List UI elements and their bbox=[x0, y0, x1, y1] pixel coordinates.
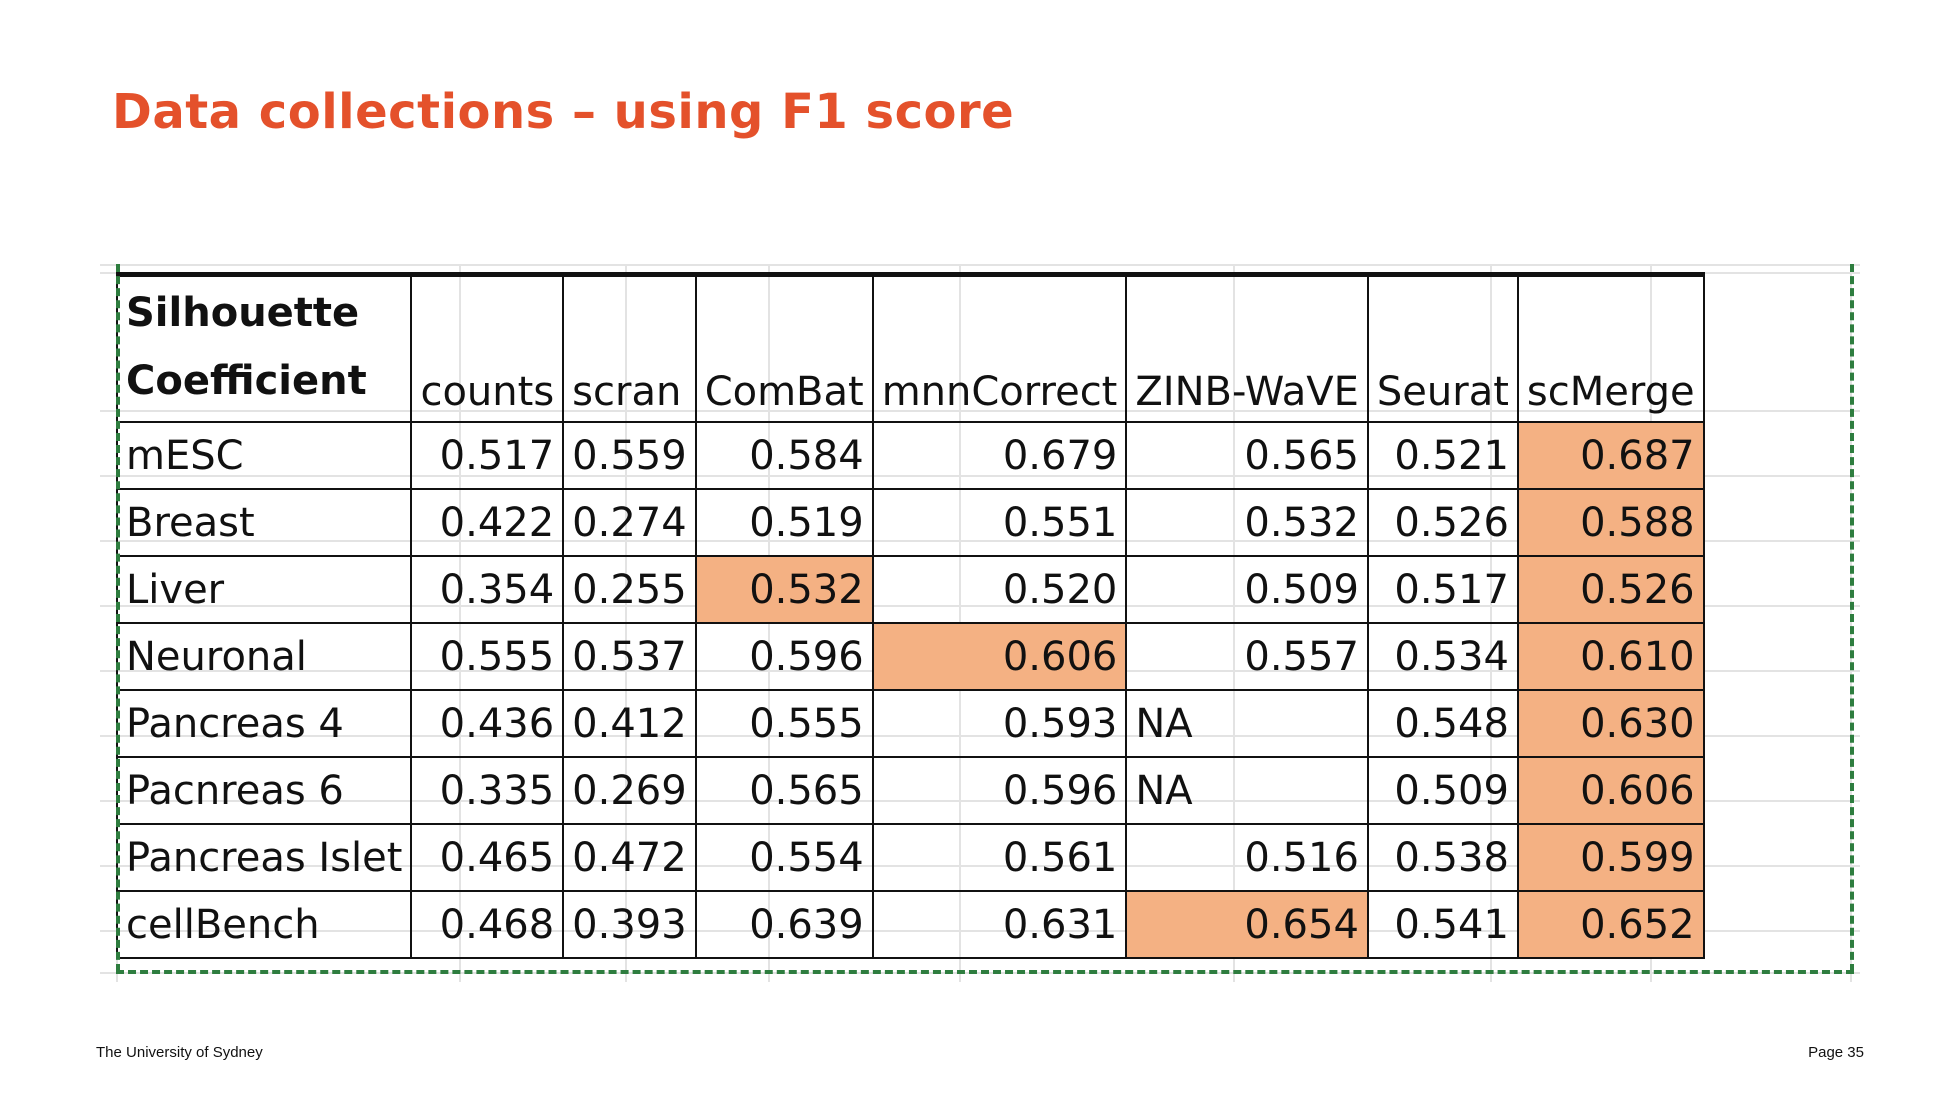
silhouette-table: Silhouette Coefficient counts scran ComBat mn… bbox=[115, 272, 1705, 959]
value-cell: NA bbox=[1125, 689, 1369, 758]
value-cell: 0.551 bbox=[871, 488, 1128, 557]
selection-border-left bbox=[116, 264, 120, 972]
column-header-scran: scran bbox=[562, 272, 697, 423]
value-cell: 0.534 bbox=[1366, 622, 1519, 691]
value-cell: 0.537 bbox=[562, 622, 697, 691]
dataset-name-cell: Liver bbox=[115, 555, 413, 624]
value-cell: 0.584 bbox=[694, 421, 874, 490]
value-cell: 0.610 bbox=[1516, 622, 1705, 691]
header-row: Silhouette Coefficient counts scran ComBat mn… bbox=[115, 272, 1705, 423]
table-row: mESC 0.517 0.559 0.584 0.679 0.565 0.521 0.687 bbox=[115, 421, 1705, 490]
value-cell: 0.335 bbox=[410, 756, 565, 825]
metric-header-line1: Silhouette bbox=[126, 290, 360, 336]
value-cell: 0.255 bbox=[562, 555, 697, 624]
value-cell: 0.631 bbox=[871, 890, 1128, 959]
value-cell: 0.509 bbox=[1366, 756, 1519, 825]
table-row: cellBench 0.468 0.393 0.639 0.631 0.654 0.541 0… bbox=[115, 890, 1705, 959]
value-cell: 0.517 bbox=[410, 421, 565, 490]
value-cell: 0.687 bbox=[1516, 421, 1705, 490]
value-cell: 0.274 bbox=[562, 488, 697, 557]
value-cell: 0.599 bbox=[1516, 823, 1705, 892]
footer-institution: The University of Sydney bbox=[96, 1044, 263, 1061]
value-cell: 0.606 bbox=[871, 622, 1128, 691]
footer-page-number: Page 35 bbox=[1808, 1044, 1864, 1061]
value-cell: 0.541 bbox=[1366, 890, 1519, 959]
value-cell: 0.588 bbox=[1516, 488, 1705, 557]
dataset-name-cell: mESC bbox=[115, 421, 413, 490]
table-row: Liver 0.354 0.255 0.532 0.520 0.509 0.517 0.526 bbox=[115, 555, 1705, 624]
table-row: Breast 0.422 0.274 0.519 0.551 0.532 0.526 0.58… bbox=[115, 488, 1705, 557]
value-cell: 0.532 bbox=[694, 555, 874, 624]
value-cell: 0.465 bbox=[410, 823, 565, 892]
column-header-combat: ComBat bbox=[694, 272, 874, 423]
value-cell: 0.393 bbox=[562, 890, 697, 959]
value-cell: NA bbox=[1125, 756, 1369, 825]
dataset-name-cell: Pancreas Islet bbox=[115, 823, 413, 892]
value-cell: 0.679 bbox=[871, 421, 1128, 490]
column-header-counts: counts bbox=[410, 272, 565, 423]
value-cell: 0.561 bbox=[871, 823, 1128, 892]
column-header-mnncorrect: mnnCorrect bbox=[871, 272, 1128, 423]
value-cell: 0.468 bbox=[410, 890, 565, 959]
value-cell: 0.412 bbox=[562, 689, 697, 758]
dataset-name-cell: Breast bbox=[115, 488, 413, 557]
value-cell: 0.269 bbox=[562, 756, 697, 825]
selection-border-bottom bbox=[116, 970, 1854, 974]
value-cell: 0.606 bbox=[1516, 756, 1705, 825]
value-cell: 0.555 bbox=[410, 622, 565, 691]
value-cell: 0.526 bbox=[1516, 555, 1705, 624]
selection-border-right bbox=[1850, 264, 1854, 972]
value-cell: 0.520 bbox=[871, 555, 1128, 624]
value-cell: 0.593 bbox=[871, 689, 1128, 758]
value-cell: 0.565 bbox=[1125, 421, 1369, 490]
table-row: Pacnreas 6 0.335 0.269 0.565 0.596 NA 0.509 0.6… bbox=[115, 756, 1705, 825]
value-cell: 0.532 bbox=[1125, 488, 1369, 557]
dataset-name-cell: Pancreas 4 bbox=[115, 689, 413, 758]
value-cell: 0.565 bbox=[694, 756, 874, 825]
table-row: Pancreas 4 0.436 0.412 0.555 0.593 NA 0.548 0.6… bbox=[115, 689, 1705, 758]
slide-title: Data collections – using F1 score bbox=[112, 84, 1015, 140]
value-cell: 0.422 bbox=[410, 488, 565, 557]
column-header-scmerge: scMerge bbox=[1516, 272, 1705, 423]
value-cell: 0.652 bbox=[1516, 890, 1705, 959]
value-cell: 0.519 bbox=[694, 488, 874, 557]
table-row: Neuronal 0.555 0.537 0.596 0.606 0.557 0.534 0.… bbox=[115, 622, 1705, 691]
value-cell: 0.538 bbox=[1366, 823, 1519, 892]
value-cell: 0.596 bbox=[871, 756, 1128, 825]
value-cell: 0.516 bbox=[1125, 823, 1369, 892]
value-cell: 0.596 bbox=[694, 622, 874, 691]
dataset-name-cell: Pacnreas 6 bbox=[115, 756, 413, 825]
value-cell: 0.521 bbox=[1366, 421, 1519, 490]
value-cell: 0.436 bbox=[410, 689, 565, 758]
value-cell: 0.526 bbox=[1366, 488, 1519, 557]
metric-header-line2: Coefficient bbox=[126, 358, 367, 404]
value-cell: 0.554 bbox=[694, 823, 874, 892]
value-cell: 0.559 bbox=[562, 421, 697, 490]
dataset-name-cell: cellBench bbox=[115, 890, 413, 959]
value-cell: 0.557 bbox=[1125, 622, 1369, 691]
table-row: Pancreas Islet 0.465 0.472 0.554 0.561 0.516 0… bbox=[115, 823, 1705, 892]
value-cell: 0.555 bbox=[694, 689, 874, 758]
value-cell: 0.548 bbox=[1366, 689, 1519, 758]
value-cell: 0.354 bbox=[410, 555, 565, 624]
value-cell: 0.509 bbox=[1125, 555, 1369, 624]
metric-header-cell: Silhouette Coefficient bbox=[115, 272, 413, 423]
value-cell: 0.639 bbox=[694, 890, 874, 959]
value-cell: 0.517 bbox=[1366, 555, 1519, 624]
value-cell: 0.654 bbox=[1125, 890, 1369, 959]
column-header-seurat: Seurat bbox=[1366, 272, 1519, 423]
column-header-zinb-wave: ZINB-WaVE bbox=[1125, 272, 1369, 423]
dataset-name-cell: Neuronal bbox=[115, 622, 413, 691]
value-cell: 0.630 bbox=[1516, 689, 1705, 758]
value-cell: 0.472 bbox=[562, 823, 697, 892]
